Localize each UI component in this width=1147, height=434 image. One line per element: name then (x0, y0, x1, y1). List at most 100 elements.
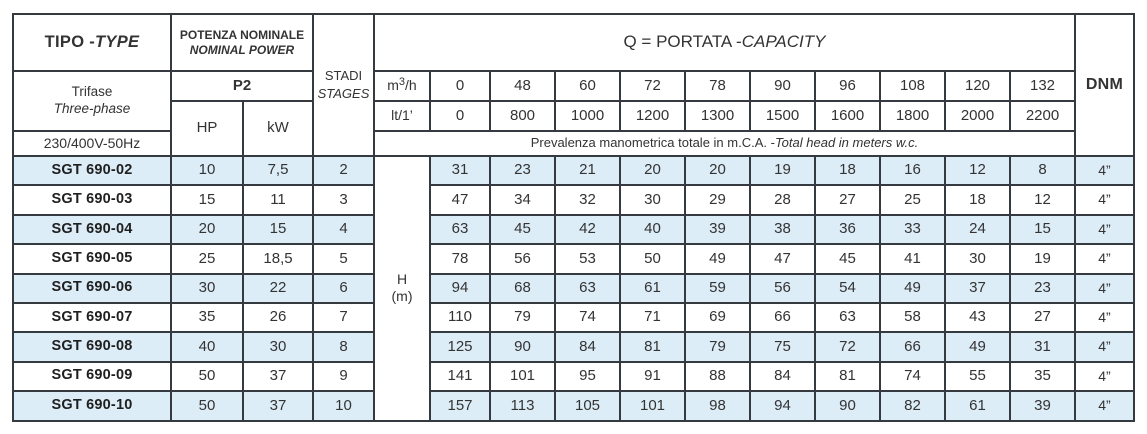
head-unit: (m) (391, 288, 413, 305)
head-value: 63 (556, 274, 619, 302)
head-value: 84 (751, 362, 814, 391)
row-hp: 30 (172, 274, 242, 302)
head-value: 90 (491, 333, 554, 361)
row-stages: 2 (314, 157, 373, 185)
head-value: 31 (1011, 333, 1074, 361)
head-value: 105 (556, 392, 619, 420)
col-header-m3h: m 3/h (375, 72, 429, 100)
head-value: 56 (491, 245, 554, 273)
row-stages: 7 (314, 303, 373, 332)
row-model: SGT 690-06 (14, 274, 170, 302)
row-dnm: 4” (1076, 215, 1133, 244)
row-model: SGT 690-09 (14, 362, 170, 391)
head-value: 81 (816, 362, 879, 391)
col-header-voltage: 230/400V-50Hz (14, 132, 170, 155)
head-symbol: H (396, 270, 408, 287)
col-header-lt1: lt/1’ (375, 102, 429, 130)
head-value: 55 (946, 362, 1009, 391)
row-hp: 50 (172, 362, 242, 391)
head-value: 95 (556, 362, 619, 391)
row-model: SGT 690-05 (14, 245, 170, 273)
head-value: 8 (1011, 157, 1074, 185)
head-value: 29 (686, 186, 749, 214)
head-value: 53 (556, 245, 619, 273)
col-header-hp: HP (172, 102, 242, 155)
head-value: 94 (751, 392, 814, 420)
total-head-caption: Prevalenza manometrica totale in m.C.A. … (375, 132, 1074, 155)
head-value: 61 (946, 392, 1009, 420)
head-value: 98 (686, 392, 749, 420)
head-value: 157 (431, 392, 489, 420)
head-value: 68 (491, 274, 554, 302)
head-value: 78 (431, 245, 489, 273)
m3h-rest: /h (405, 77, 417, 94)
head-value: 74 (556, 303, 619, 332)
head-value: 27 (1011, 303, 1074, 332)
col-header-stages: STADI STAGES (314, 15, 373, 155)
capacity-lt1-value: 1600 (816, 102, 879, 130)
row-stages: 10 (314, 392, 373, 420)
head-value: 25 (881, 186, 944, 214)
row-hp: 25 (172, 245, 242, 273)
col-header-nominal-power: POTENZA NOMINALE NOMINAL POWER (172, 15, 312, 70)
row-kw: 18,5 (244, 245, 312, 273)
capacity-lt1-value: 0 (431, 102, 489, 130)
head-value: 90 (816, 392, 879, 420)
row-kw: 22 (244, 274, 312, 302)
head-value: 37 (946, 274, 1009, 302)
head-value: 40 (621, 215, 684, 244)
head-value: 63 (816, 303, 879, 332)
head-value: 19 (1011, 245, 1074, 273)
row-hp: 10 (172, 157, 242, 185)
row-stages: 5 (314, 245, 373, 273)
row-hp: 35 (172, 303, 242, 332)
col-header-phase: Trifase Three-phase (14, 72, 170, 130)
row-model: SGT 690-07 (14, 303, 170, 332)
capacity-lt1-value: 800 (491, 102, 554, 130)
capacity-m3h-value: 48 (491, 72, 554, 100)
head-value: 34 (491, 186, 554, 214)
head-value: 21 (556, 157, 619, 185)
head-value: 12 (946, 157, 1009, 185)
capacity-m3h-value: 78 (686, 72, 749, 100)
head-value: 101 (491, 362, 554, 391)
row-stages: 9 (314, 362, 373, 391)
row-dnm: 4” (1076, 303, 1133, 332)
row-stages: 6 (314, 274, 373, 302)
row-model: SGT 690-08 (14, 333, 170, 361)
head-value: 35 (1011, 362, 1074, 391)
head-value: 18 (816, 157, 879, 185)
row-hp: 50 (172, 392, 242, 420)
row-stages: 4 (314, 215, 373, 244)
head-value: 38 (751, 215, 814, 244)
capacity-lt1-value: 1200 (621, 102, 684, 130)
head-value: 72 (816, 333, 879, 361)
capacity-m3h-value: 0 (431, 72, 489, 100)
col-header-dnm: DNM (1076, 15, 1133, 155)
head-value: 24 (946, 215, 1009, 244)
head-value: 61 (621, 274, 684, 302)
head-value: 36 (816, 215, 879, 244)
head-unit-label: H (m) (375, 157, 429, 420)
row-kw: 7,5 (244, 157, 312, 185)
stages-label-en: STAGES (317, 86, 370, 101)
capacity-m3h-value: 132 (1011, 72, 1074, 100)
head-value: 66 (881, 333, 944, 361)
capacity-m3h-value: 108 (881, 72, 944, 100)
row-dnm: 4” (1076, 245, 1133, 273)
head-value: 101 (621, 392, 684, 420)
col-header-kw: kW (244, 102, 312, 155)
head-value: 75 (751, 333, 814, 361)
col-header-capacity: Q = PORTATA - CAPACITY (375, 15, 1074, 70)
total-head-caption-en: Total head in meters w.c. (774, 135, 919, 151)
capacity-label-en: CAPACITY (741, 32, 826, 52)
row-kw: 11 (244, 186, 312, 214)
row-model: SGT 690-10 (14, 392, 170, 420)
head-value: 56 (751, 274, 814, 302)
col-header-p2: P2 (172, 72, 312, 100)
row-kw: 37 (244, 362, 312, 391)
head-value: 39 (1011, 392, 1074, 420)
capacity-lt1-value: 1500 (751, 102, 814, 130)
head-value: 74 (881, 362, 944, 391)
head-value: 15 (1011, 215, 1074, 244)
